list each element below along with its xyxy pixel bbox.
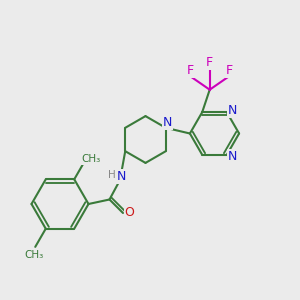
Text: H: H — [108, 169, 116, 180]
Text: N: N — [163, 116, 172, 129]
Text: N: N — [227, 104, 237, 117]
Text: N: N — [227, 150, 237, 163]
Text: O: O — [125, 206, 134, 219]
Text: N: N — [117, 170, 126, 183]
Text: CH₃: CH₃ — [82, 154, 101, 164]
Text: CH₃: CH₃ — [24, 250, 44, 260]
Text: F: F — [206, 56, 213, 69]
Text: F: F — [226, 64, 233, 77]
Text: F: F — [187, 64, 194, 77]
